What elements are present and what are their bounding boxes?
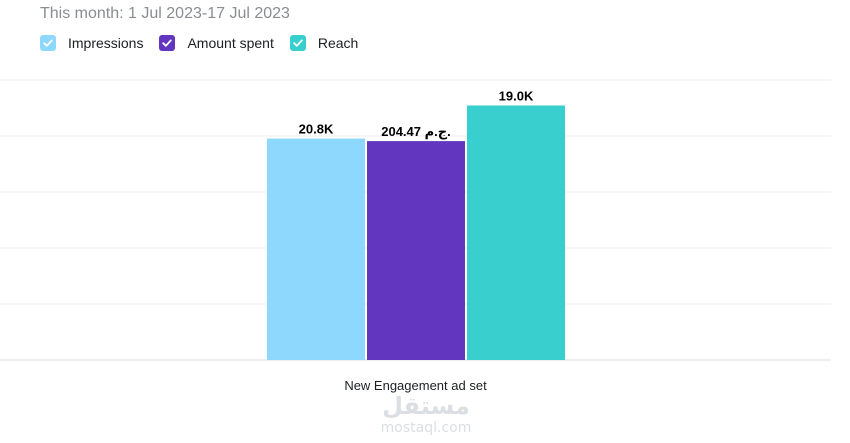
check-icon[interactable] [159,35,176,51]
legend-item-reach[interactable]: Reach [289,35,359,51]
data-label-amount-spent: 204.47 ج.م. [381,124,451,140]
chart-legend: Impressions Amount spent Reach [40,34,374,52]
x-tick-label: New Engagement ad set [344,378,487,393]
legend-label-impressions: Impressions [68,35,144,51]
data-label-reach: 19.0K [499,88,534,103]
legend-item-amount-spent[interactable]: Amount spent [159,35,274,51]
date-range-subtitle: This month: 1 Jul 2023-17 Jul 2023 [40,5,290,22]
legend-label-reach: Reach [317,35,359,51]
bar-group [267,105,565,360]
data-labels: 20.8K 204.47 ج.م. 19.0K [299,88,534,140]
legend-label-amount-spent: Amount spent [187,35,274,51]
bar-reach [467,105,565,360]
x-axis: New Engagement ad set [344,378,487,393]
bar-impressions [267,138,365,360]
bar-amount-spent [367,141,465,360]
check-icon[interactable] [40,35,56,51]
data-label-impressions: 20.8K [299,122,334,137]
legend-item-impressions[interactable]: Impressions [40,35,143,51]
check-icon[interactable] [289,35,306,51]
